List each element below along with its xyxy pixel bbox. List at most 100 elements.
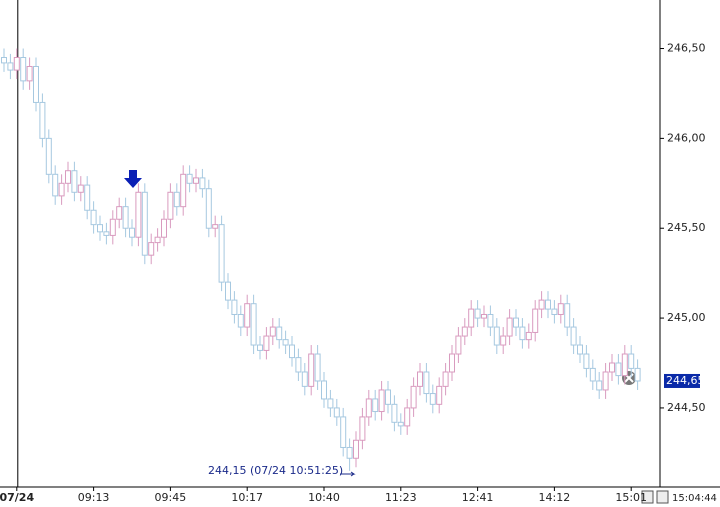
candle-body xyxy=(186,173,193,184)
candle-body xyxy=(26,65,33,82)
candle-body xyxy=(538,299,545,310)
candle-body xyxy=(442,371,449,387)
candle-body xyxy=(65,170,71,184)
candle-body xyxy=(263,335,270,351)
x-tick-label: 07/24 xyxy=(0,491,34,504)
candle-body xyxy=(557,303,564,315)
candle-body xyxy=(7,62,14,71)
x-tick-label: 10:40 xyxy=(308,491,340,504)
candle-body xyxy=(621,353,628,377)
candle-body xyxy=(532,308,539,333)
candle-body xyxy=(365,398,372,418)
candle-body xyxy=(404,407,411,427)
candle-body xyxy=(45,137,52,175)
x-tick-label: 11:23 xyxy=(385,491,417,504)
y-tick-label: 246,00 xyxy=(667,131,706,144)
candle-body xyxy=(250,303,257,346)
x-tick-label: 14:12 xyxy=(539,491,571,504)
candle-body xyxy=(71,170,78,193)
candle-body xyxy=(410,385,417,409)
candle-body xyxy=(551,308,558,315)
candle-body xyxy=(589,367,596,382)
candle-body xyxy=(148,242,155,256)
status-time: 15:04:44 xyxy=(672,493,717,504)
candle-body xyxy=(321,380,327,400)
candle-body xyxy=(84,184,91,211)
candle-body xyxy=(397,421,404,427)
zoom-button[interactable] xyxy=(656,490,669,504)
candle-body xyxy=(500,335,507,346)
candle-body xyxy=(340,416,347,448)
candle-body xyxy=(455,335,462,355)
candle-body xyxy=(385,389,391,405)
candle-body xyxy=(609,362,615,373)
candle-body xyxy=(20,57,27,82)
candle-body xyxy=(449,353,455,373)
candle-body xyxy=(346,446,353,459)
candle-body xyxy=(199,177,206,190)
x-tick-label: 12:41 xyxy=(462,491,494,504)
x-tick-label: 09:45 xyxy=(155,491,187,504)
candle-body xyxy=(180,173,187,208)
candle-body xyxy=(519,326,526,341)
candle-body xyxy=(161,218,167,238)
signal-arrow xyxy=(124,170,142,188)
candle-body xyxy=(97,224,103,233)
candle-body xyxy=(205,188,212,229)
candle-body xyxy=(378,389,385,413)
candle-body xyxy=(109,218,116,236)
candle-body xyxy=(391,403,398,423)
candle-body xyxy=(417,371,423,387)
candle-body xyxy=(13,57,20,71)
candle-body xyxy=(141,191,148,256)
candle-body xyxy=(77,184,84,193)
candle-body xyxy=(327,398,334,409)
candle-body xyxy=(423,371,430,395)
candle-body xyxy=(314,353,321,382)
y-tick-label: 244,50 xyxy=(667,401,706,414)
candle-body xyxy=(289,344,295,359)
candle-body xyxy=(237,313,244,328)
candle-body xyxy=(545,299,551,310)
candle-body xyxy=(212,224,219,229)
candle-body xyxy=(39,101,46,139)
edit-button[interactable] xyxy=(641,490,654,504)
candle-body xyxy=(90,209,97,226)
candle-body xyxy=(167,191,174,220)
candle-body xyxy=(282,339,289,346)
x-tick-label: 10:17 xyxy=(231,491,263,504)
candle-body xyxy=(225,281,231,301)
last-price-box xyxy=(664,373,700,388)
y-tick-label: 245,00 xyxy=(667,311,706,324)
candle-body xyxy=(103,231,110,236)
last-price-label: 244,65 xyxy=(666,374,705,387)
candle-body xyxy=(353,439,359,459)
candle-body xyxy=(1,57,7,64)
candle-body xyxy=(525,331,532,341)
candle-body xyxy=(58,182,65,197)
candle-body xyxy=(116,206,123,220)
candle-body xyxy=(33,65,39,103)
candle-body xyxy=(506,317,513,337)
candle-body xyxy=(429,393,436,405)
candle-body xyxy=(487,313,494,328)
x-tick-label: 09:13 xyxy=(78,491,110,504)
candle-body xyxy=(218,224,225,283)
candle-body xyxy=(301,371,308,387)
candle-body xyxy=(122,206,129,229)
candle-body xyxy=(602,371,609,391)
candle-body xyxy=(295,357,302,373)
candle-body xyxy=(513,317,519,328)
candle-body xyxy=(461,326,468,337)
candle-body xyxy=(468,308,475,328)
candle-body xyxy=(564,303,571,328)
candle-body xyxy=(628,353,635,369)
low-annotation: 244,15 (07/24 10:51:25) xyxy=(208,464,343,477)
candle-body xyxy=(436,385,443,405)
candle-body xyxy=(52,173,59,197)
candle-body xyxy=(129,227,135,238)
candle-body xyxy=(359,416,366,441)
candle-body xyxy=(135,191,142,238)
candle-body xyxy=(596,380,603,391)
